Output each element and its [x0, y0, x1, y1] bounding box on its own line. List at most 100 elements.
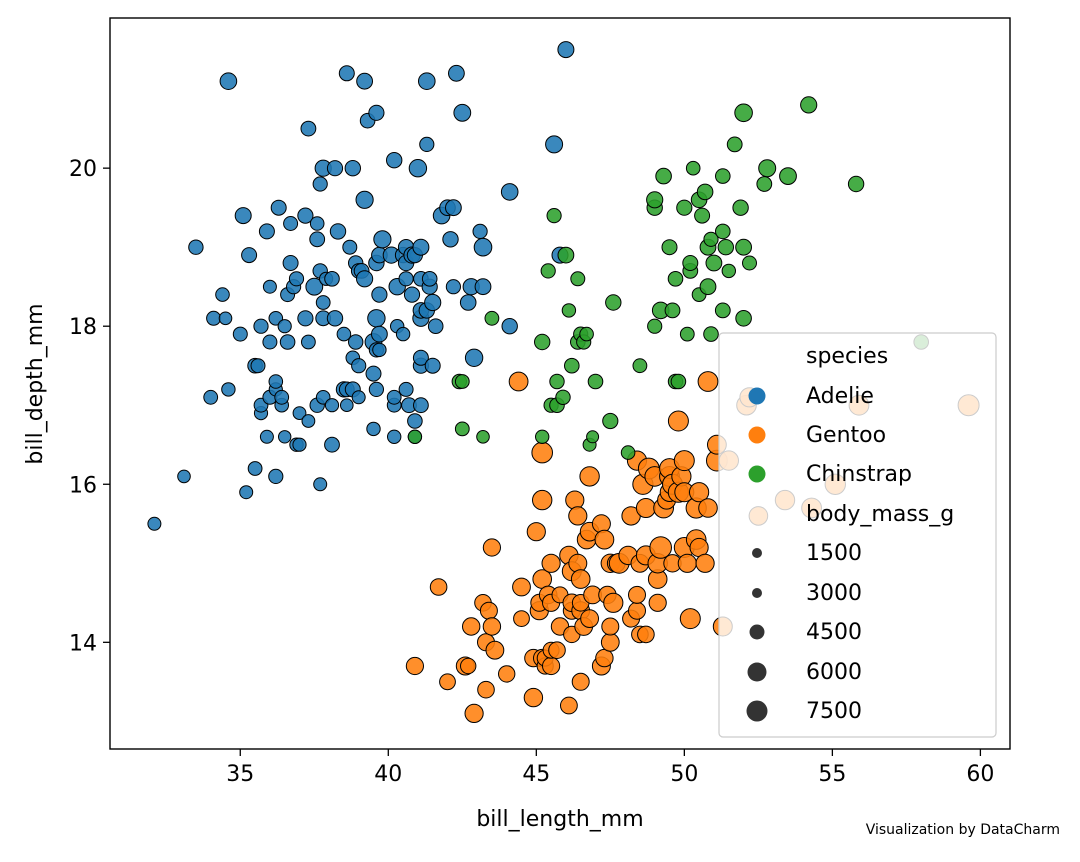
- point-adelie-5: [215, 287, 230, 302]
- point-gentoo-64: [603, 592, 624, 613]
- point-chinstrap-68: [847, 175, 865, 193]
- point-adelie-70: [342, 239, 358, 255]
- legend-size-marker-7500: [746, 700, 768, 722]
- point-gentoo-61: [600, 632, 620, 652]
- legend-size-marker-6000: [747, 662, 767, 682]
- point-chinstrap-16: [564, 357, 580, 374]
- point-adelie-142: [472, 223, 488, 239]
- point-gentoo-4: [460, 657, 477, 675]
- point-gentoo-18: [523, 687, 544, 708]
- point-adelie-12: [241, 247, 258, 264]
- point-chinstrap-37: [667, 271, 684, 287]
- point-adelie-61: [324, 271, 340, 287]
- point-adelie-117: [413, 397, 429, 414]
- point-adelie-9: [232, 326, 248, 342]
- point-adelie-46: [300, 120, 317, 137]
- point-adelie-19: [259, 429, 274, 444]
- point-chinstrap-61: [735, 238, 752, 256]
- point-gentoo-25: [532, 489, 553, 511]
- point-adelie-44: [301, 414, 316, 428]
- x-tick-label-55: 55: [818, 762, 846, 787]
- point-gentoo-71: [628, 585, 646, 604]
- point-adelie-143: [474, 278, 492, 296]
- point-chinstrap-51: [703, 231, 719, 247]
- x-tick-label-40: 40: [374, 762, 402, 787]
- point-chinstrap-35: [664, 302, 681, 319]
- point-adelie-20: [258, 223, 275, 240]
- point-adelie-3: [203, 389, 219, 405]
- point-gentoo-11: [482, 617, 502, 636]
- point-chinstrap-56: [717, 239, 734, 256]
- point-chinstrap-67: [800, 96, 818, 114]
- legend-size-marker-3000: [752, 588, 762, 598]
- point-adelie-41: [292, 406, 307, 421]
- point-chinstrap-4: [476, 430, 490, 444]
- point-adelie-137: [448, 64, 465, 82]
- point-adelie-92: [372, 342, 387, 358]
- point-adelie-111: [403, 286, 421, 303]
- point-gentoo-58: [595, 648, 614, 668]
- point-adelie-81: [355, 190, 374, 209]
- legend: species Adelie Gentoo Chinstrap body_mas…: [718, 332, 997, 738]
- point-chinstrap-21: [579, 326, 594, 342]
- point-gentoo-44: [568, 553, 588, 573]
- point-gentoo-46: [571, 672, 590, 691]
- point-adelie-119: [412, 349, 429, 366]
- point-gentoo-70: [628, 601, 646, 620]
- x-tick-label-50: 50: [670, 762, 698, 787]
- point-adelie-1: [177, 469, 191, 484]
- point-chinstrap-24: [587, 373, 604, 390]
- legend-size-marker-4500: [749, 624, 765, 640]
- point-adelie-128: [421, 271, 438, 287]
- point-chinstrap-52: [705, 254, 723, 272]
- point-gentoo-57: [591, 514, 611, 534]
- point-chinstrap-23: [586, 430, 600, 444]
- point-adelie-45: [301, 334, 316, 350]
- point-chinstrap-26: [605, 294, 622, 311]
- point-adelie-76: [351, 390, 366, 405]
- point-chinstrap-63: [742, 255, 757, 271]
- point-adelie-11: [239, 485, 254, 500]
- point-adelie-144: [473, 237, 493, 257]
- legend-box: [718, 332, 997, 738]
- point-adelie-47: [305, 277, 324, 296]
- point-adelie-18: [253, 318, 269, 334]
- point-adelie-31: [278, 430, 292, 444]
- point-chinstrap-14: [557, 246, 575, 264]
- legend-size-label-6000: 6000: [806, 660, 862, 685]
- point-adelie-8: [219, 72, 238, 90]
- point-chinstrap-38: [670, 373, 687, 390]
- point-adelie-107: [398, 271, 414, 287]
- point-chinstrap-57: [721, 263, 736, 279]
- point-adelie-147: [545, 135, 564, 154]
- point-gentoo-43: [565, 490, 585, 510]
- point-adelie-89: [367, 309, 386, 328]
- point-gentoo-62: [601, 617, 620, 636]
- point-chinstrap-18: [570, 271, 586, 287]
- point-adelie-114: [407, 413, 423, 429]
- point-gentoo-59: [594, 529, 615, 550]
- point-adelie-100: [386, 389, 402, 405]
- point-chinstrap-60: [735, 310, 752, 327]
- legend-hue-title: species: [806, 344, 888, 369]
- point-chinstrap-40: [679, 326, 695, 342]
- point-chinstrap-7: [534, 333, 551, 351]
- point-adelie-63: [326, 160, 344, 177]
- point-adelie-2: [188, 239, 204, 255]
- point-chinstrap-15: [561, 303, 577, 318]
- legend-marker-chinstrap: [748, 465, 766, 483]
- point-chinstrap-29: [647, 318, 663, 334]
- point-gentoo-16: [513, 610, 530, 627]
- point-gentoo-103: [689, 482, 710, 503]
- point-adelie-131: [427, 318, 444, 335]
- point-adelie-84: [366, 421, 381, 437]
- point-adelie-49: [309, 231, 326, 248]
- point-chinstrap-8: [540, 263, 556, 279]
- point-gentoo-14: [498, 665, 516, 683]
- point-adelie-51: [313, 477, 328, 492]
- point-adelie-30: [274, 389, 290, 405]
- point-gentoo-93: [667, 410, 689, 432]
- point-gentoo-12: [482, 538, 501, 557]
- point-adelie-33: [279, 334, 296, 350]
- credit-text: Visualization by DataCharm: [865, 822, 1060, 838]
